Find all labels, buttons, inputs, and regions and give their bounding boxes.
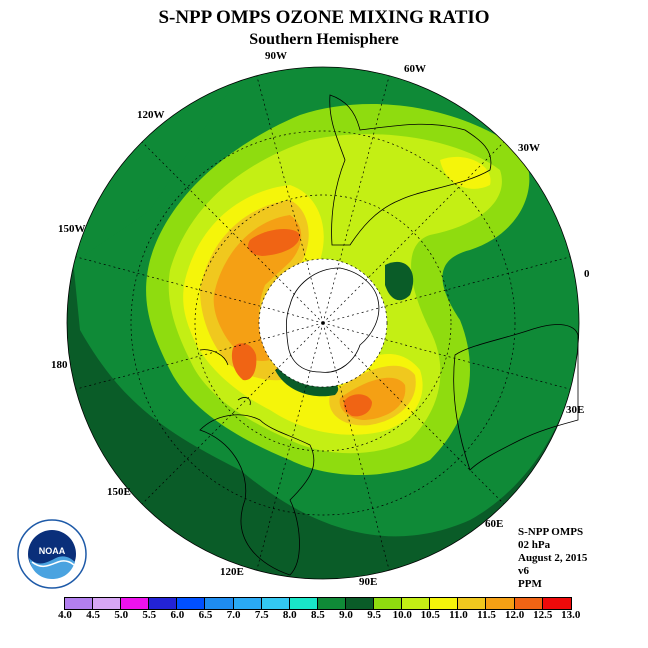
colorbar-box <box>233 598 262 609</box>
colorbar-box <box>458 598 487 609</box>
colorbar-tick-label: 4.0 <box>58 609 72 621</box>
colorbar-box <box>486 598 515 609</box>
colorbar-box <box>374 598 403 609</box>
colorbar-box <box>542 598 571 609</box>
colorbar-box <box>93 598 122 609</box>
lon-label-60e: 60E <box>485 518 504 530</box>
colorbar-box <box>345 598 375 609</box>
colorbar-tick-label: 9.5 <box>367 609 381 621</box>
africa-coast <box>453 324 579 471</box>
colorbar-tick-label: 6.0 <box>170 609 185 621</box>
info-units: PPM <box>518 578 542 590</box>
colorbar-box <box>261 598 290 609</box>
colorbar-tick-label: 11.0 <box>449 609 468 621</box>
lon-label-150e: 150E <box>107 486 131 498</box>
field-red-orange-3 <box>343 394 372 417</box>
colorbar-tick-label: 10.0 <box>392 609 412 621</box>
colorbar-box <box>317 598 346 609</box>
colorbar-tick-label: 5.5 <box>142 609 157 621</box>
australia-coast <box>199 414 315 576</box>
colorbar-tick-label: 11.5 <box>477 609 496 621</box>
field-red-orange-1 <box>248 228 300 256</box>
lon-label-90e: 90E <box>359 576 378 588</box>
new-zealand-coast <box>199 349 251 406</box>
colorbar-tick-label: 4.5 <box>86 609 100 621</box>
field-red-orange-2 <box>231 343 257 381</box>
map-title: S-NPP OMPS OZONE MIXING RATIO <box>158 7 490 28</box>
colorbar-box <box>177 598 206 609</box>
colorbar-tick-label: 10.5 <box>420 609 440 621</box>
lon-label-150w: 150W <box>58 223 86 235</box>
ozone-field <box>67 67 579 579</box>
map-subtitle: Southern Hemisphere <box>249 31 399 48</box>
lon-label-180: 180 <box>51 359 68 371</box>
colorbar-labels: 4.0 4.5 5.0 5.5 6.0 6.5 7.0 7.5 8.0 8.5 9.0 9.5 10.0… <box>0 609 648 623</box>
antarctica-coast <box>285 267 380 373</box>
lon-label-120e: 120E <box>220 566 244 578</box>
latitude-circle-60s <box>194 194 452 452</box>
colorbar-box <box>149 598 178 609</box>
colorbar-tick-label: 8.0 <box>282 609 297 621</box>
colorbar-box <box>121 598 150 609</box>
colorbar-tick-label: 12.0 <box>504 609 525 621</box>
lon-label-0: 0 <box>584 268 590 280</box>
south-america-coast <box>329 94 492 246</box>
info-version: v6 <box>518 565 529 577</box>
colorbar-tick-label: 8.5 <box>311 609 325 621</box>
graticule <box>130 130 516 516</box>
colorbar-tick-label: 9.0 <box>339 609 353 621</box>
colorbar-tick-label: 7.5 <box>254 609 269 621</box>
colorbar-box <box>402 598 431 609</box>
colorbar-box <box>430 598 459 609</box>
field-dark-collar-2 <box>385 261 414 301</box>
colorbar-tick-label: 12.5 <box>533 609 553 621</box>
latitude-circle-80s <box>258 258 388 388</box>
colorbar-tick-label: 13.0 <box>561 609 581 621</box>
colorbar-box <box>205 598 234 609</box>
lon-label-30e: 30E <box>566 404 585 416</box>
colorbar-tick-label: 7.0 <box>226 609 241 621</box>
noaa-logo-text: NOAA <box>39 546 66 556</box>
colorbar-box <box>514 598 543 609</box>
info-level: 02 hPa <box>518 539 551 551</box>
lon-label-90w: 90W <box>265 50 287 62</box>
coastlines <box>199 94 579 576</box>
map-border <box>66 66 580 580</box>
lon-label-30w: 30W <box>518 142 540 154</box>
colorbar-box <box>65 598 94 609</box>
lon-label-60w: 60W <box>404 63 426 75</box>
colorbar-tick-label: 5.0 <box>114 609 129 621</box>
colorbar <box>64 597 572 610</box>
info-instrument: S-NPP OMPS <box>518 526 584 538</box>
field-yellow-ne <box>440 156 491 189</box>
info-date: August 2, 2015 <box>518 552 588 564</box>
noaa-logo: NOAA <box>17 519 87 589</box>
colorbar-tick-label: 6.5 <box>198 609 213 621</box>
lon-label-120w: 120W <box>137 109 165 121</box>
latitude-circle-40s <box>130 130 516 516</box>
colorbar-box <box>289 598 318 609</box>
